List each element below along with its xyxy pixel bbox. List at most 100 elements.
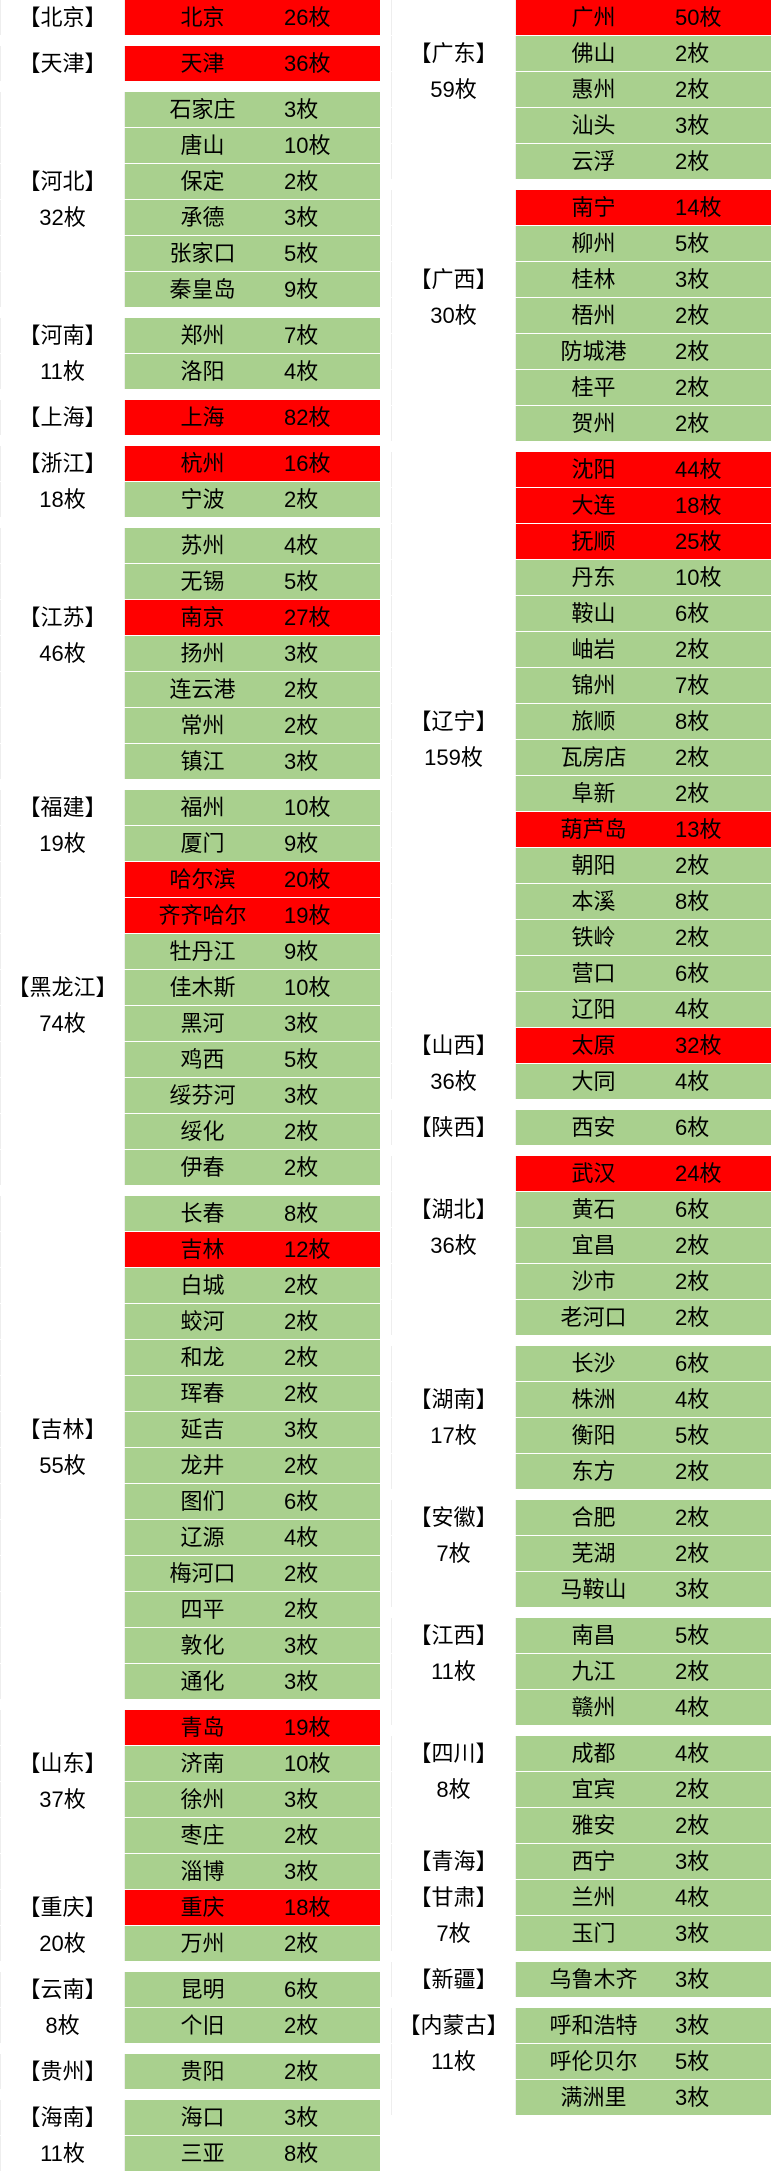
- city-cell: 贵阳: [125, 2054, 280, 2089]
- count-cell: 18枚: [280, 1890, 380, 1925]
- count-cell: 2枚: [671, 1500, 771, 1535]
- count-cell: 10枚: [671, 560, 771, 595]
- table-row: 辽源4枚: [0, 1520, 391, 1556]
- province-cell: 7枚: [391, 1916, 516, 1951]
- city-cell: 乌鲁木齐: [516, 1962, 671, 1997]
- province-cell: [0, 1078, 125, 1113]
- province-cell: 【江苏】: [0, 600, 125, 635]
- table-row: 【广西】桂林3枚: [391, 262, 782, 298]
- table-row: 11枚三亚8枚: [0, 2136, 391, 2172]
- table-row: 【陕西】西安6枚: [391, 1110, 782, 1146]
- city-cell: 呼和浩特: [516, 2008, 671, 2043]
- province-cell: 7枚: [391, 1536, 516, 1571]
- province-cell: 【吉林】: [0, 1412, 125, 1447]
- province-cell: [0, 1304, 125, 1339]
- table-row: 【安徽】合肥2枚: [391, 1500, 782, 1536]
- city-cell: 惠州: [516, 72, 671, 107]
- table-row: 沈阳44枚: [391, 452, 782, 488]
- city-cell: 老河口: [516, 1300, 671, 1335]
- table-row: 鞍山6枚: [391, 596, 782, 632]
- table-row: 36枚宜昌2枚: [391, 1228, 782, 1264]
- province-cell: [391, 0, 516, 35]
- count-cell: 2枚: [671, 920, 771, 955]
- count-cell: 50枚: [671, 0, 771, 35]
- left-column: 【北京】北京26枚【天津】天津36枚石家庄3枚唐山10枚【河北】保定2枚32枚承…: [0, 0, 391, 2172]
- province-cell: [391, 488, 516, 523]
- city-cell: 常州: [125, 708, 280, 743]
- count-cell: 10枚: [280, 128, 380, 163]
- province-cell: [391, 560, 516, 595]
- city-cell: 桂林: [516, 262, 671, 297]
- table-row: 吉林12枚: [0, 1232, 391, 1268]
- count-cell: 3枚: [671, 262, 771, 297]
- count-cell: 10枚: [280, 1746, 380, 1781]
- city-cell: 株洲: [516, 1382, 671, 1417]
- province-cell: 【北京】: [0, 0, 125, 35]
- city-cell: 鞍山: [516, 596, 671, 631]
- province-cell: [391, 370, 516, 405]
- province-cell: [391, 524, 516, 559]
- city-cell: 兰州: [516, 1880, 671, 1915]
- table-row: 55枚龙井2枚: [0, 1448, 391, 1484]
- city-cell: 绥化: [125, 1114, 280, 1149]
- count-cell: 4枚: [671, 1736, 771, 1771]
- table-row: 46枚扬州3枚: [0, 636, 391, 672]
- province-cell: [391, 1690, 516, 1725]
- table-row: 【江西】南昌5枚: [391, 1618, 782, 1654]
- city-cell: 大连: [516, 488, 671, 523]
- city-cell: 西安: [516, 1110, 671, 1145]
- count-cell: 12枚: [280, 1232, 380, 1267]
- province-cell: [0, 1196, 125, 1231]
- count-cell: 2枚: [671, 1264, 771, 1299]
- province-cell: [391, 992, 516, 1027]
- city-cell: 吉林: [125, 1232, 280, 1267]
- city-cell: 旅顺: [516, 704, 671, 739]
- province-cell: [391, 1156, 516, 1191]
- province-cell: [0, 1556, 125, 1591]
- city-cell: 云浮: [516, 144, 671, 179]
- table-row: 贺州2枚: [391, 406, 782, 442]
- city-cell: 营口: [516, 956, 671, 991]
- province-cell: 36枚: [391, 1228, 516, 1263]
- city-cell: 徐州: [125, 1782, 280, 1817]
- count-cell: 6枚: [671, 1346, 771, 1381]
- city-cell: 广州: [516, 0, 671, 35]
- count-cell: 3枚: [671, 108, 771, 143]
- count-cell: 9枚: [280, 934, 380, 969]
- city-cell: 南京: [125, 600, 280, 635]
- province-cell: 【天津】: [0, 46, 125, 81]
- city-cell: 济南: [125, 1746, 280, 1781]
- city-cell: 南昌: [516, 1618, 671, 1653]
- province-cell: [0, 1340, 125, 1375]
- province-cell: 【河北】: [0, 164, 125, 199]
- province-cell: [391, 1346, 516, 1381]
- city-cell: 个旧: [125, 2008, 280, 2043]
- province-cell: 【重庆】: [0, 1890, 125, 1925]
- table-row: 【北京】北京26枚: [0, 0, 391, 36]
- count-cell: 3枚: [671, 2080, 771, 2115]
- table-row: 张家口5枚: [0, 236, 391, 272]
- province-cell: [0, 1592, 125, 1627]
- table-row: 7枚芜湖2枚: [391, 1536, 782, 1572]
- count-cell: 4枚: [280, 354, 380, 389]
- table-row: 【甘肃】兰州4枚: [391, 1880, 782, 1916]
- city-cell: 铁岭: [516, 920, 671, 955]
- table-row: 营口6枚: [391, 956, 782, 992]
- table-row: 11枚呼伦贝尔5枚: [391, 2044, 782, 2080]
- province-cell: [391, 1572, 516, 1607]
- count-cell: 5枚: [671, 2044, 771, 2079]
- count-cell: 3枚: [280, 636, 380, 671]
- table-row: 枣庄2枚: [0, 1818, 391, 1854]
- count-cell: 3枚: [280, 1006, 380, 1041]
- count-cell: 6枚: [671, 956, 771, 991]
- count-cell: 3枚: [671, 1572, 771, 1607]
- province-cell: [0, 128, 125, 163]
- table-row: 159枚瓦房店2枚: [391, 740, 782, 776]
- table-row: 【河北】保定2枚: [0, 164, 391, 200]
- count-cell: 2枚: [671, 776, 771, 811]
- city-cell: 珲春: [125, 1376, 280, 1411]
- city-cell: 通化: [125, 1664, 280, 1699]
- count-cell: 19枚: [280, 1710, 380, 1745]
- table-row: 苏州4枚: [0, 528, 391, 564]
- province-cell: [0, 1520, 125, 1555]
